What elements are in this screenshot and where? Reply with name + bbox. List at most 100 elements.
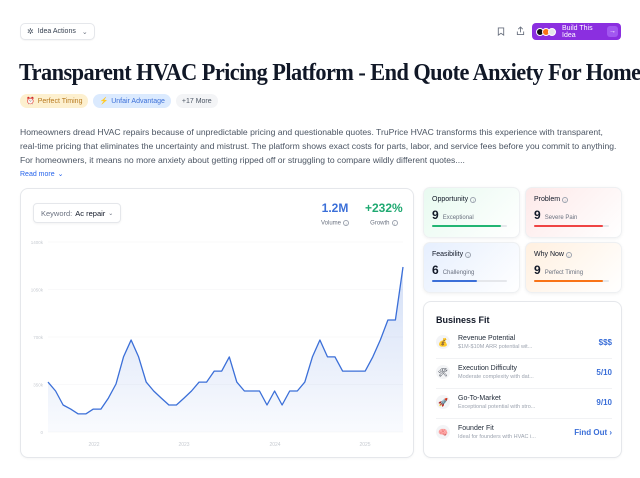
metric-desc: Perfect Timing <box>544 270 584 276</box>
growth-label: Growth <box>370 220 390 227</box>
tool-logos <box>536 27 556 36</box>
metric-title: Why Now <box>534 251 564 258</box>
metric-card-why-now[interactable]: Why Now i 9 Perfect Timing <box>525 242 622 293</box>
read-more-label: Read more <box>20 170 55 178</box>
row-value: 9/10 <box>596 397 612 407</box>
info-icon[interactable]: i <box>343 220 350 226</box>
metric-score: 6 <box>432 263 439 277</box>
y-tick-label: 700k <box>33 335 44 340</box>
metric-progress-bar <box>534 225 609 227</box>
idea-actions-dropdown[interactable]: ✲ Idea Actions ⌄ <box>20 23 95 40</box>
growth-stat: +232% Growth i <box>365 201 403 227</box>
keyword-label: Keyword: <box>41 208 73 218</box>
growth-value: +232% <box>365 201 403 215</box>
metric-desc: Challenging <box>442 270 475 276</box>
x-tick-label: 2023 <box>178 442 189 448</box>
row-title: Execution Difficulty <box>458 364 518 372</box>
metric-score: 9 <box>534 263 541 277</box>
x-tick-label: 2022 <box>88 442 99 448</box>
trend-chart-card: 0 350k 700k 1050k 1400k 2022 2023 2024 2025 Keyw… <box>20 188 414 458</box>
metric-score: 9 <box>534 208 541 222</box>
page-title: Transparent HVAC Pricing Platform - End … <box>19 60 640 86</box>
metric-progress-bar <box>534 280 609 282</box>
volume-value: 1.2M <box>321 201 349 215</box>
row-title: Go-To-Market <box>458 394 501 402</box>
find-out-link[interactable]: Find Out › <box>574 427 612 437</box>
metric-score: 9 <box>432 208 439 222</box>
read-more-link[interactable]: Read more ⌄ <box>20 170 64 179</box>
row-title: Founder Fit <box>458 424 494 432</box>
metric-title: Problem <box>534 196 561 203</box>
row-subtitle: Exceptional potential with stro... <box>458 403 536 410</box>
y-tick-label: 1400k <box>31 240 44 245</box>
volume-label: Volume <box>321 220 342 227</box>
arrow-right-icon: → <box>607 26 618 37</box>
business-fit-row-founder-fit[interactable]: 🧠 Founder Fit Ideal for founders with HVA… <box>436 419 612 445</box>
x-tick-label: 2025 <box>359 442 370 448</box>
sparkle-icon: ✲ <box>27 27 34 36</box>
x-tick-label: 2024 <box>269 442 280 448</box>
info-icon[interactable]: i <box>565 251 572 258</box>
tag-label: Perfect Timing <box>37 97 83 105</box>
divider <box>436 358 612 359</box>
description: Homeowners dread HVAC repairs because of… <box>20 127 617 166</box>
logo-icon <box>548 27 556 36</box>
metric-desc: Exceptional <box>442 215 474 221</box>
tag-label: +17 More <box>181 97 212 105</box>
money-bag-icon: 💰 <box>436 335 450 349</box>
keyword-value: Ac repair <box>75 208 106 218</box>
info-icon[interactable]: i <box>465 251 472 258</box>
row-value: 5/10 <box>596 367 612 377</box>
idea-actions-label: Idea Actions <box>37 28 76 35</box>
tag-perfect-timing[interactable]: ⏰ Perfect Timing <box>20 94 89 108</box>
bookmark-icon <box>497 26 505 36</box>
bookmark-button[interactable] <box>494 24 508 38</box>
volume-stat: 1.2M Volume i <box>321 201 350 227</box>
divider <box>436 418 612 419</box>
metric-card-problem[interactable]: Problem i 9 Severe Pain <box>525 187 622 238</box>
share-icon <box>516 26 524 36</box>
keyword-dropdown[interactable]: Keyword: Ac repair ⌄ <box>33 203 122 223</box>
business-fit-row-go-to-market[interactable]: 🚀 Go-To-Market Exceptional potential with… <box>436 389 612 415</box>
tag-unfair-advantage[interactable]: ⚡ Unfair Advantage <box>93 94 171 108</box>
business-fit-card: Business Fit 💰 Revenue Potential $1M-$10M… <box>423 301 622 458</box>
business-fit-row-execution[interactable]: 🛠 Execution Difficulty Moderate complexit… <box>436 359 612 385</box>
metric-card-feasibility[interactable]: Feasibility i 6 Challenging <box>423 242 520 293</box>
tag-list: ⏰ Perfect Timing ⚡ Unfair Advantage +17 … <box>20 94 218 108</box>
share-button[interactable] <box>513 24 527 38</box>
metric-title: Opportunity <box>432 196 469 203</box>
brain-icon: 🧠 <box>436 425 450 439</box>
info-icon[interactable]: i <box>470 196 477 203</box>
chart-line[interactable] <box>47 266 404 415</box>
tools-icon: 🛠 <box>436 365 450 379</box>
alarm-clock-icon: ⏰ <box>26 98 35 105</box>
rocket-icon: 🚀 <box>436 395 450 409</box>
top-bar: ✲ Idea Actions ⌄ Build This Idea → <box>0 0 640 50</box>
build-button-label: Build This Idea <box>562 24 593 39</box>
y-tick-label: 350k <box>33 383 44 388</box>
y-tick-label: 0 <box>40 430 43 435</box>
row-subtitle: $1M-$10M ARR potential wit... <box>458 343 533 350</box>
metric-progress-bar <box>432 225 507 227</box>
info-icon[interactable]: i <box>562 196 569 203</box>
business-fit-title: Business Fit <box>436 315 490 325</box>
build-this-idea-button[interactable]: Build This Idea → <box>532 23 621 40</box>
lightning-icon: ⚡ <box>99 98 109 105</box>
business-fit-row-revenue[interactable]: 💰 Revenue Potential $1M-$10M ARR potentia… <box>436 329 612 355</box>
y-tick-label: 1050k <box>31 288 44 293</box>
row-subtitle: Ideal for founders with HVAC i... <box>458 433 536 440</box>
trend-chart: 0 350k 700k 1050k 1400k 2022 2023 2024 2025 <box>31 240 404 448</box>
metric-progress-bar <box>432 280 507 282</box>
row-title: Revenue Potential <box>458 334 516 342</box>
metric-title: Feasibility <box>432 251 464 258</box>
tag-label: Unfair Advantage <box>111 97 165 105</box>
info-icon[interactable]: i <box>391 220 398 226</box>
chevron-down-icon: ⌄ <box>57 171 64 178</box>
row-value: $$$ <box>598 337 612 347</box>
tag-more[interactable]: +17 More <box>175 94 218 108</box>
chevron-down-icon: ⌄ <box>108 210 114 217</box>
metric-card-opportunity[interactable]: Opportunity i 9 Exceptional <box>423 187 520 238</box>
chart-area-fill <box>48 267 403 432</box>
row-subtitle: Moderate complexity with dat... <box>458 373 534 380</box>
chevron-down-icon: ⌄ <box>81 28 88 36</box>
